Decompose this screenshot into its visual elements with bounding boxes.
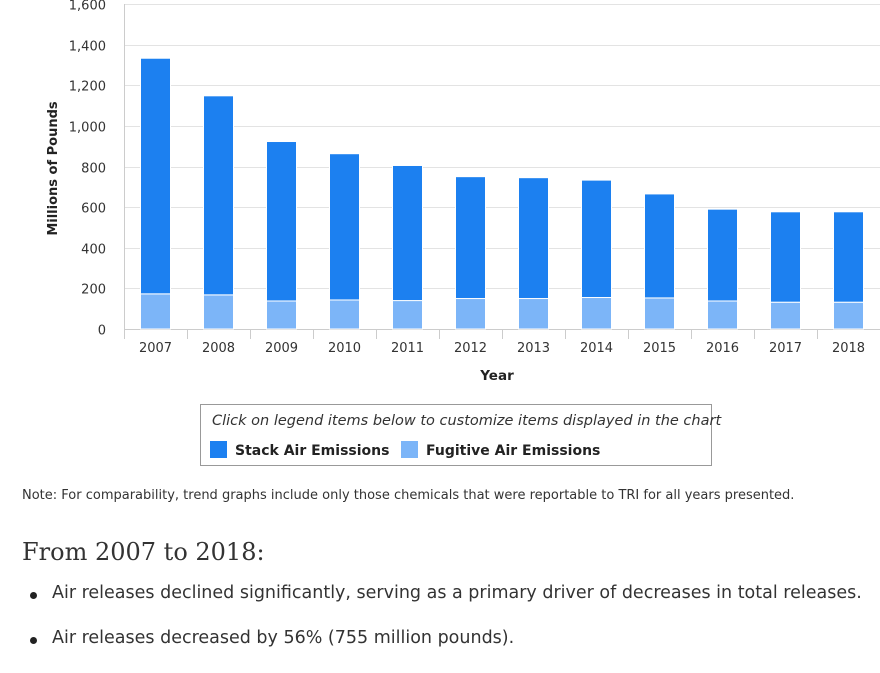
- x-tick-label: 2014: [580, 341, 613, 356]
- bar-stack-air-emissions: [581, 179, 612, 299]
- bullet-dot-icon: [30, 637, 37, 644]
- x-tick-label: 2012: [454, 341, 487, 356]
- legend-label-fugitive: Fugitive Air Emissions: [426, 443, 601, 459]
- bar-fugitive-air-emissions: [833, 301, 864, 330]
- x-tick-label: 2007: [139, 341, 172, 356]
- findings-list: Air releases declined significantly, ser…: [22, 583, 862, 673]
- bar-fugitive-air-emissions: [140, 293, 171, 330]
- bar-stack-air-emissions: [329, 153, 360, 301]
- chart-legend[interactable]: Click on legend items below to customize…: [200, 404, 721, 466]
- x-axis-title: Year: [479, 368, 514, 384]
- bar-stack-air-emissions: [455, 176, 486, 300]
- bar-stack-air-emissions: [518, 177, 549, 300]
- y-tick-label: 800: [81, 162, 106, 177]
- bar-stack-air-emissions: [203, 95, 234, 296]
- y-tick-label: 1,000: [69, 121, 106, 136]
- x-tick-label: 2018: [832, 341, 865, 356]
- x-tick-label: 2009: [265, 341, 298, 356]
- section-title: From 2007 to 2018:: [22, 538, 265, 566]
- bar-fugitive-air-emissions: [392, 300, 423, 330]
- y-tick-label: 1,200: [69, 80, 106, 95]
- finding-text: Air releases declined significantly, ser…: [52, 583, 862, 603]
- comparability-note: Note: For comparability, trend graphs in…: [22, 488, 795, 503]
- bar-stack-air-emissions: [644, 193, 675, 299]
- bar-fugitive-air-emissions: [455, 298, 486, 330]
- y-tick-label: 1,400: [69, 40, 106, 55]
- bar-fugitive-air-emissions: [518, 298, 549, 330]
- bar-fugitive-air-emissions: [707, 300, 738, 330]
- x-tick-label: 2010: [328, 341, 361, 356]
- bar-fugitive-air-emissions: [770, 301, 801, 330]
- bar-fugitive-air-emissions: [203, 294, 234, 330]
- y-tick-label: 0: [98, 324, 106, 339]
- bar-stack-air-emissions: [833, 211, 864, 303]
- stacked-bar-chart: 0 200 400 600 800 1,000 1,200 1,400 1,600 2007 200…: [46, 0, 880, 384]
- finding-item: Air releases decreased by 56% (755 milli…: [22, 628, 862, 673]
- bar-fugitive-air-emissions: [581, 297, 612, 330]
- x-tick-label: 2011: [391, 341, 424, 356]
- y-axis-title: Millions of Pounds: [46, 101, 61, 236]
- y-tick-label: 600: [81, 202, 106, 217]
- bar-stack-air-emissions: [266, 141, 297, 302]
- bar-fugitive-air-emissions: [329, 299, 360, 330]
- legend-swatch-fugitive: [401, 441, 418, 458]
- legend-hint-text: Click on legend items below to customize…: [212, 413, 722, 429]
- x-tick-label: 2008: [202, 341, 235, 356]
- bar-stack-air-emissions: [707, 208, 738, 302]
- bullet-dot-icon: [30, 592, 37, 599]
- y-tick-label: 1,600: [69, 0, 106, 14]
- legend-swatch-stack: [210, 441, 227, 458]
- x-tick-label: 2016: [706, 341, 739, 356]
- x-tick-label: 2015: [643, 341, 676, 356]
- x-tick-label: 2017: [769, 341, 802, 356]
- legend-label-stack: Stack Air Emissions: [235, 443, 390, 459]
- legend-item-stack-air-emissions[interactable]: Stack Air Emissions: [210, 441, 389, 459]
- bar-fugitive-air-emissions: [266, 300, 297, 330]
- y-tick-label: 200: [81, 283, 106, 298]
- legend-item-fugitive-air-emissions[interactable]: Fugitive Air Emissions: [401, 441, 600, 459]
- x-tick-label: 2013: [517, 341, 550, 356]
- bar-stack-air-emissions: [770, 211, 801, 303]
- bar-fugitive-air-emissions: [644, 297, 675, 330]
- y-tick-label: 400: [81, 243, 106, 258]
- finding-item: Air releases declined significantly, ser…: [22, 583, 862, 628]
- bar-stack-air-emissions: [392, 164, 423, 302]
- finding-text: Air releases decreased by 56% (755 milli…: [52, 628, 515, 648]
- bar-stack-air-emissions: [140, 57, 171, 295]
